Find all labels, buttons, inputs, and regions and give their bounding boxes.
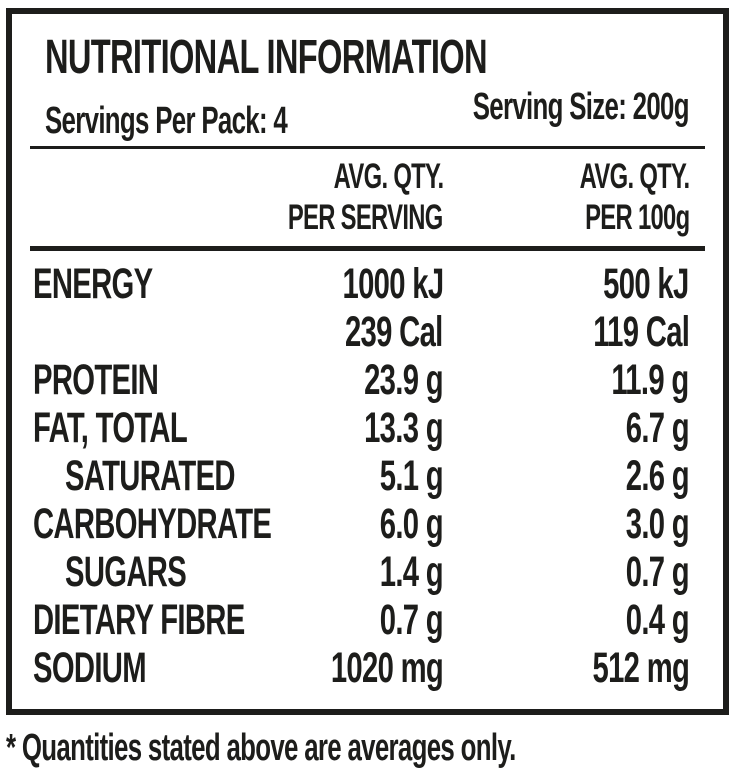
row-value-per-serving: 0.7 g: [379, 596, 444, 644]
table-row-energy-cal: 239 Cal 119 Cal: [33, 308, 689, 356]
row-value-per-serving: 239 Cal: [345, 308, 443, 356]
row-value-per-serving: 6.0 g: [379, 500, 444, 548]
page-title-text: NUTRITIONAL INFORMATION: [45, 31, 488, 84]
page-title: NUTRITIONAL INFORMATION: [45, 34, 695, 82]
nutrition-table: ENERGY 1000 kJ 500 kJ 239 Cal 119 Cal PR…: [33, 260, 690, 692]
row-value-per-serving: 1.4 g: [379, 548, 444, 596]
table-row-sodium: SODIUM 1020 mg 512 mg: [33, 644, 690, 692]
row-value-per-100g: 500 kJ: [603, 260, 690, 308]
table-row-carbohydrate: CARBOHYDRATE 6.0 g 3.0 g: [33, 500, 690, 548]
row-value-per-100g: 512 mg: [592, 644, 689, 692]
row-label: ENERGY: [33, 260, 153, 308]
row-value-per-100g: 11.9 g: [611, 356, 690, 404]
row-label: SODIUM: [33, 644, 147, 692]
row-value-per-100g: 2.6 g: [625, 452, 690, 500]
table-row-sugars: SUGARS 1.4 g 0.7 g: [33, 548, 690, 596]
servings-per-pack: Servings Per Pack: 4: [45, 100, 288, 142]
row-label: CARBOHYDRATE: [33, 500, 272, 548]
table-row-energy: ENERGY 1000 kJ 500 kJ: [33, 260, 690, 308]
serving-size: Serving Size: 200g: [472, 86, 690, 128]
table-row-protein: PROTEIN 23.9 g 11.9 g: [33, 356, 690, 404]
divider-thick: [30, 246, 705, 251]
row-label: SUGARS: [65, 548, 187, 596]
row-value-per-serving: 5.1 g: [379, 452, 444, 500]
row-value-per-serving: 13.3 g: [364, 404, 443, 452]
row-value-per-serving: 23.9 g: [364, 356, 443, 404]
table-row-dietary-fibre: DIETARY FIBRE 0.7 g 0.4 g: [33, 596, 690, 644]
row-label: DIETARY FIBRE: [33, 596, 245, 644]
row-value-per-serving: 1000 kJ: [342, 260, 444, 308]
row-value-per-100g: 0.7 g: [625, 548, 690, 596]
column-header-per-serving: AVG. QTY. PER SERVING: [288, 157, 443, 237]
table-row-fat-total: FAT, TOTAL 13.3 g 6.7 g: [33, 404, 690, 452]
row-label: FAT, TOTAL: [33, 404, 188, 452]
row-value-per-100g: 3.0 g: [625, 500, 690, 548]
table-row-saturated: SATURATED 5.1 g 2.6 g: [33, 452, 690, 500]
footnote-text: * Quantities stated above are averages o…: [6, 727, 516, 769]
column-header-per-100g: AVG. QTY. PER 100g: [579, 157, 690, 237]
row-label: PROTEIN: [33, 356, 159, 404]
row-label: SATURATED: [65, 452, 236, 500]
row-value-per-serving: 1020 mg: [330, 644, 444, 692]
row-value-per-100g: 6.7 g: [625, 404, 690, 452]
row-value-per-100g: 119 Cal: [592, 308, 690, 356]
divider-thin: [30, 146, 705, 149]
footnote: * Quantities stated above are averages o…: [6, 728, 735, 768]
nutrition-panel-border: NUTRITIONAL INFORMATION Servings Per Pac…: [6, 8, 729, 715]
row-value-per-100g: 0.4 g: [625, 596, 690, 644]
